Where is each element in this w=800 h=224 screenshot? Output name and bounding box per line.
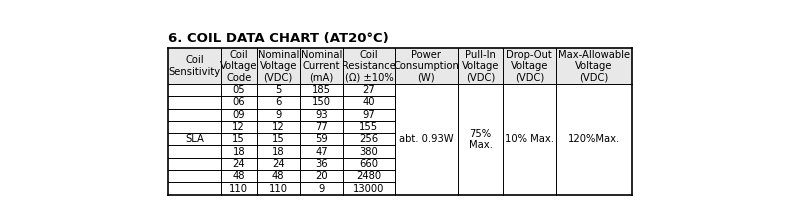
Text: 77: 77: [315, 122, 328, 132]
Text: 18: 18: [272, 147, 285, 157]
Text: abt. 0.93W: abt. 0.93W: [399, 134, 454, 144]
Text: 93: 93: [315, 110, 328, 120]
Text: 2480: 2480: [356, 171, 382, 181]
Text: 27: 27: [362, 85, 375, 95]
Text: 120%Max.: 120%Max.: [567, 134, 620, 144]
Text: 15: 15: [272, 134, 285, 144]
Text: 97: 97: [362, 110, 375, 120]
Text: 24: 24: [233, 159, 245, 169]
Text: 12: 12: [272, 122, 285, 132]
Text: SLA: SLA: [185, 134, 204, 144]
Text: 36: 36: [315, 159, 328, 169]
Text: 380: 380: [359, 147, 378, 157]
Text: 256: 256: [359, 134, 378, 144]
Text: 24: 24: [272, 159, 285, 169]
Text: Drop-Out
Voltage
(VDC): Drop-Out Voltage (VDC): [506, 50, 552, 83]
Text: Max-Allowable
Voltage
(VDC): Max-Allowable Voltage (VDC): [558, 50, 630, 83]
Text: 150: 150: [312, 97, 331, 107]
Text: 5: 5: [275, 85, 282, 95]
Text: Power
Consumption
(W): Power Consumption (W): [394, 50, 459, 83]
Text: 06: 06: [233, 97, 245, 107]
Text: 6: 6: [275, 97, 282, 107]
Text: 09: 09: [233, 110, 245, 120]
Text: Coil
Resistance
(Ω) ±10%: Coil Resistance (Ω) ±10%: [342, 50, 396, 83]
Text: Pull-In
Voltage
(VDC): Pull-In Voltage (VDC): [462, 50, 499, 83]
Text: 48: 48: [272, 171, 285, 181]
Bar: [168, 48, 632, 84]
Text: 110: 110: [230, 184, 248, 194]
Text: 9: 9: [318, 184, 325, 194]
Text: 660: 660: [359, 159, 378, 169]
Text: 75%
Max.: 75% Max.: [469, 129, 493, 150]
Text: 155: 155: [359, 122, 378, 132]
Text: 05: 05: [233, 85, 245, 95]
Text: 12: 12: [232, 122, 245, 132]
Text: 10% Max.: 10% Max.: [505, 134, 554, 144]
Text: 185: 185: [312, 85, 331, 95]
Text: 20: 20: [315, 171, 328, 181]
Text: Coil
Voltage
Code: Coil Voltage Code: [220, 50, 258, 83]
Text: Coil
Sensitivity: Coil Sensitivity: [169, 55, 221, 77]
Text: 18: 18: [233, 147, 245, 157]
Text: 59: 59: [315, 134, 328, 144]
Text: 110: 110: [269, 184, 288, 194]
Text: 15: 15: [232, 134, 245, 144]
Text: 9: 9: [275, 110, 282, 120]
Text: 47: 47: [315, 147, 328, 157]
Text: 40: 40: [362, 97, 375, 107]
Text: Nominal
Current
(mA): Nominal Current (mA): [301, 50, 342, 83]
Text: 13000: 13000: [354, 184, 385, 194]
Text: 48: 48: [233, 171, 245, 181]
Text: 6. COIL DATA CHART (AT20°C): 6. COIL DATA CHART (AT20°C): [168, 32, 389, 45]
Text: Nominal
Voltage
(VDC): Nominal Voltage (VDC): [258, 50, 299, 83]
